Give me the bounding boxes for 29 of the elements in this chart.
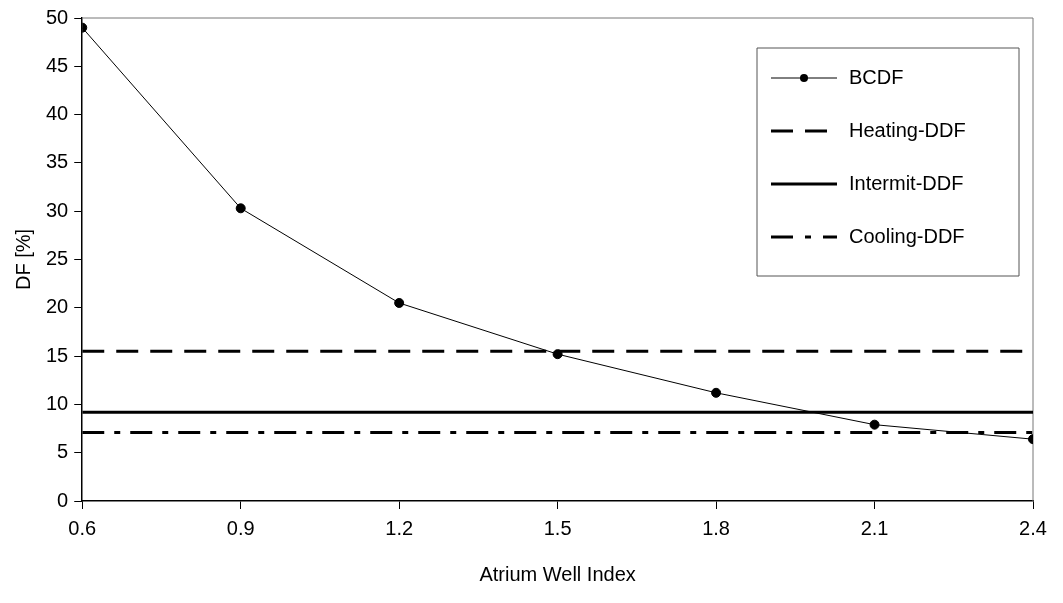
y-tick-label: 10 [46, 391, 69, 414]
x-tick-label: 0.6 [68, 516, 97, 539]
point [235, 203, 246, 214]
y-tick-label: 25 [46, 247, 69, 270]
y-tick-label: 40 [46, 102, 69, 125]
legend-label: Intermit-DDF [849, 171, 964, 194]
y-axis-title: DF [%] [11, 228, 34, 291]
y-tick-label: 15 [46, 343, 69, 366]
x-tick-label: 2.4 [1019, 516, 1047, 539]
y-tick-label: 35 [46, 150, 69, 173]
x-tick-label: 1.2 [385, 516, 414, 539]
x-tick-label: 1.8 [702, 516, 730, 539]
y-tick-label: 20 [46, 295, 69, 318]
point [552, 349, 563, 360]
y-tick-label: 5 [57, 440, 69, 463]
y-tick-label: 50 [46, 5, 69, 28]
x-tick-label: 1.5 [543, 516, 572, 539]
x-tick-label: 2.1 [860, 516, 889, 539]
y-tick-label: 0 [57, 488, 69, 511]
y-tick-label: 30 [46, 198, 69, 221]
point [394, 297, 405, 308]
legend-label: Cooling-DDF [849, 224, 965, 247]
legend-label: BCDF [849, 65, 904, 88]
point [869, 419, 880, 430]
x-axis-title: Atrium Well Index [479, 562, 636, 585]
legend-label: Heating-DDF [849, 118, 966, 141]
x-tick-label: 0.9 [226, 516, 255, 539]
y-tick-label: 45 [46, 53, 69, 76]
point [711, 387, 722, 398]
